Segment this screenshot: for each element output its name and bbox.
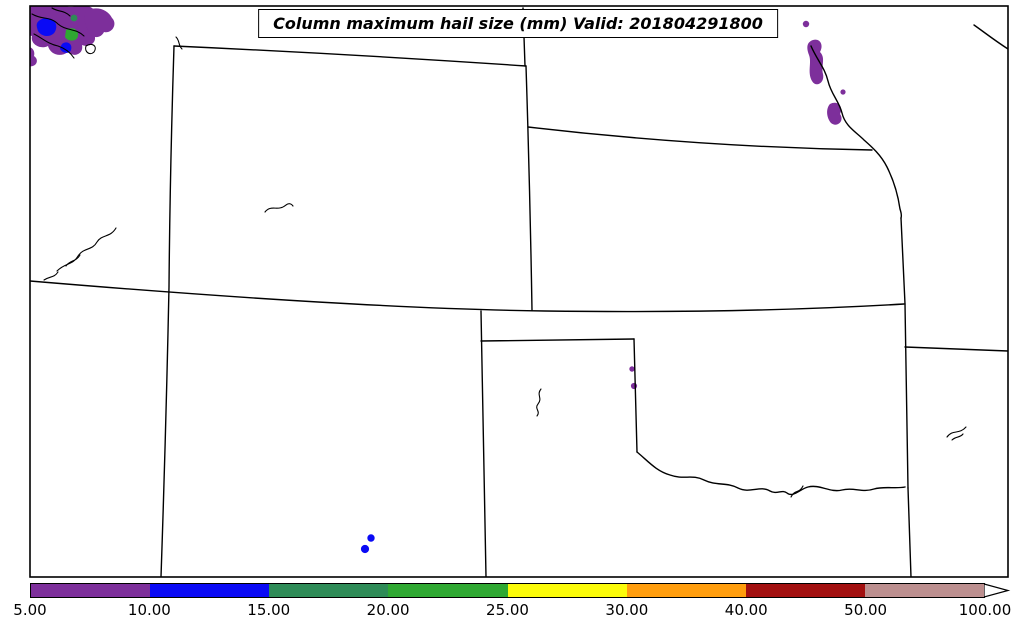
river-squiggle xyxy=(946,426,967,438)
colorbar-tick-label: 10.00 xyxy=(127,601,171,619)
state-border-line xyxy=(973,24,1008,50)
hail-patch-purple xyxy=(630,382,638,390)
state-border-line xyxy=(527,126,873,151)
colorbar-segment-purple xyxy=(31,584,151,597)
colorbar-segment-dark-red xyxy=(745,584,865,597)
river-border-line xyxy=(810,45,903,219)
colorbar-segment-orange xyxy=(626,584,746,597)
river-squiggle xyxy=(43,271,59,281)
state-border-line xyxy=(525,65,533,311)
state-border-line xyxy=(904,303,909,489)
plot-title: Column maximum hail size (mm) Valid: 201… xyxy=(273,14,763,33)
hail-patch-purple xyxy=(827,102,842,125)
contour-squiggle xyxy=(51,7,71,17)
colorbar-segment-blue xyxy=(150,584,270,597)
state-border-line xyxy=(160,45,175,577)
hail-patch-purple xyxy=(802,20,810,28)
hail-patch-purple xyxy=(629,366,635,372)
state-border-line xyxy=(480,310,487,577)
state-border-line xyxy=(480,338,635,342)
state-border-line xyxy=(633,338,638,453)
colorbar-tick-label: 30.00 xyxy=(605,601,649,619)
colorbar-tick-label: 40.00 xyxy=(724,601,768,619)
state-border-line xyxy=(904,346,1008,352)
colorbar-tick-label: 20.00 xyxy=(366,601,410,619)
state-borders xyxy=(30,7,1008,577)
river-squiggle xyxy=(65,254,81,267)
contour-squiggle xyxy=(31,13,85,37)
river-squiggle xyxy=(56,227,117,272)
colorbar-segment-yellow xyxy=(507,584,627,597)
colorbar-over-arrow xyxy=(984,583,1011,598)
river-squiggle xyxy=(790,485,804,498)
over-arrow-icon xyxy=(984,583,1011,598)
state-border-line xyxy=(30,280,905,313)
lake-squiggle xyxy=(264,203,294,213)
hail-patch-purple xyxy=(840,89,846,95)
colorbar-tick-label: 15.00 xyxy=(247,601,291,619)
hail-patch-blue xyxy=(60,42,72,53)
hail-patch-blue xyxy=(36,18,57,37)
hail-patch-purple xyxy=(807,39,824,85)
colorbar-tick-label: 100.00 xyxy=(958,601,1012,619)
plot-title-box: Column maximum hail size (mm) Valid: 201… xyxy=(258,9,778,38)
river-squiggle xyxy=(951,433,964,441)
river-squiggle xyxy=(536,388,542,417)
hail-patch-purple xyxy=(84,8,115,38)
hail-patch-blue xyxy=(367,534,375,542)
state-border-line xyxy=(173,45,527,67)
colorbar-tick-label: 5.00 xyxy=(13,601,47,619)
hail-patch-purple xyxy=(30,47,37,67)
colorbar-track xyxy=(30,583,985,598)
colorbar-labels: 5.00 10.00 15.00 20.00 25.00 30.00 40.00 50.00 1… xyxy=(13,601,1011,625)
state-border-line xyxy=(907,487,912,577)
map-frame xyxy=(29,5,1009,578)
state-border-line xyxy=(900,217,906,305)
contour-squiggle xyxy=(85,43,96,55)
hail-patch-seagreen xyxy=(70,14,78,22)
terrain-squiggles xyxy=(31,7,967,498)
colorbar-segment-green xyxy=(388,584,508,597)
contour-squiggle xyxy=(33,33,75,59)
colorbar-segment-sea-green xyxy=(269,584,389,597)
colorbar-segment-rosy-brown xyxy=(864,584,984,597)
colorbar-tick-label: 50.00 xyxy=(844,601,888,619)
river-squiggle xyxy=(175,36,183,50)
colorbar-tick-label: 25.00 xyxy=(486,601,529,619)
hail-patch-blue xyxy=(360,544,370,554)
hail-patches xyxy=(30,6,846,554)
river-border-line xyxy=(636,451,906,496)
